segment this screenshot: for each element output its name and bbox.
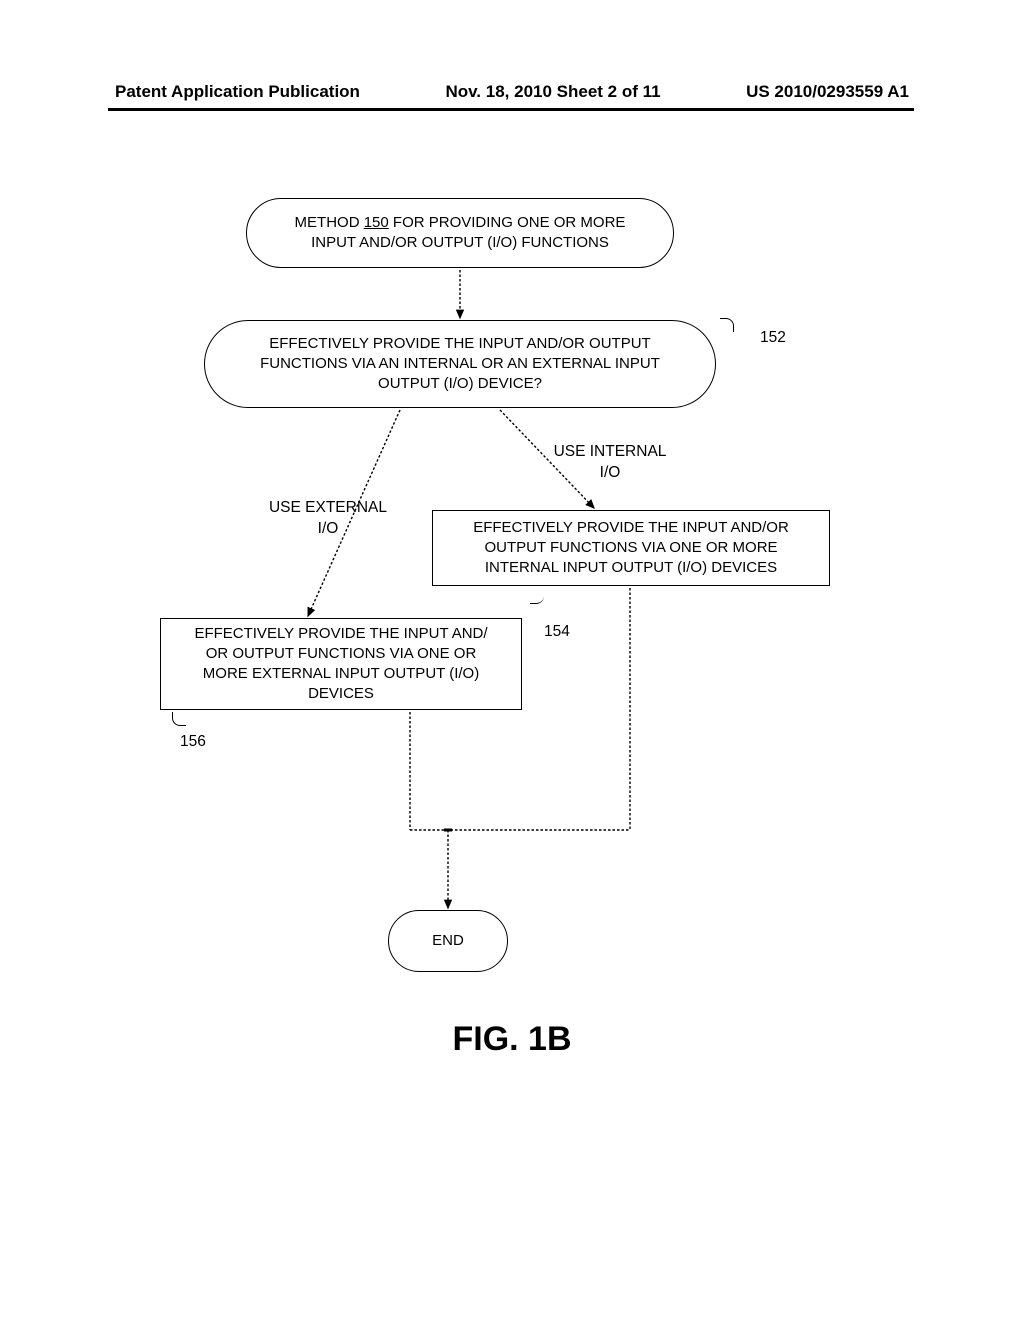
- page: Patent Application Publication Nov. 18, …: [0, 0, 1024, 1320]
- figure-caption: FIG. 1B: [0, 1020, 1024, 1059]
- connectors: [0, 0, 1024, 1320]
